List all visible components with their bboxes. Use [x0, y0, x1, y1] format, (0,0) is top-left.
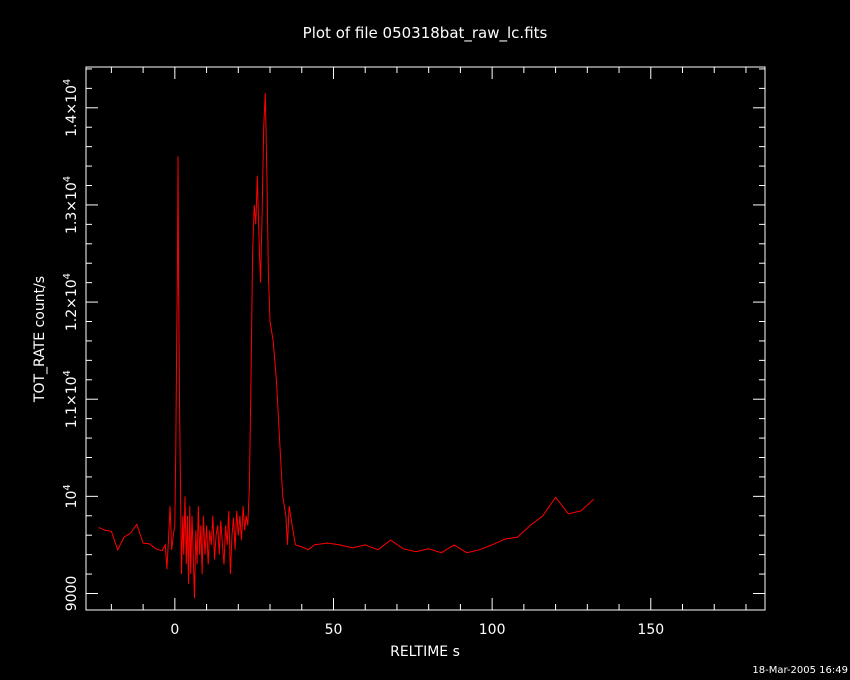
- x-axis-label: RELTIME s: [390, 644, 460, 660]
- x-tick-label: 100: [479, 622, 506, 638]
- x-tick-label: 150: [637, 622, 664, 638]
- y-axis-ticks: 9000 104 1.1×104 1.2×104 1.3×104 1.4×104: [62, 79, 80, 612]
- minor-ticks: [86, 67, 765, 610]
- x-tick-label: 50: [325, 622, 343, 638]
- y-tick-label: 104: [62, 484, 80, 508]
- y-tick-label: 1.2×104: [62, 273, 80, 331]
- plot-timestamp: 18-Mar-2005 16:49: [752, 665, 848, 676]
- tot-rate-line: [98, 93, 595, 599]
- x-axis-ticks: 0 50 100 150: [170, 622, 664, 638]
- plot-frame: [85, 66, 766, 611]
- y-tick-label: 1.4×104: [62, 79, 80, 137]
- y-tick-label: 9000: [64, 576, 80, 612]
- y-tick-label: 1.1×104: [62, 370, 80, 428]
- chart-title: Plot of file 050318bat_raw_lc.fits: [303, 24, 548, 43]
- x-tick-label: 0: [170, 622, 179, 638]
- data-series: [98, 93, 595, 599]
- y-tick-label: 1.3×104: [62, 176, 80, 234]
- y-axis-label: TOT_RATE count/s: [32, 276, 48, 403]
